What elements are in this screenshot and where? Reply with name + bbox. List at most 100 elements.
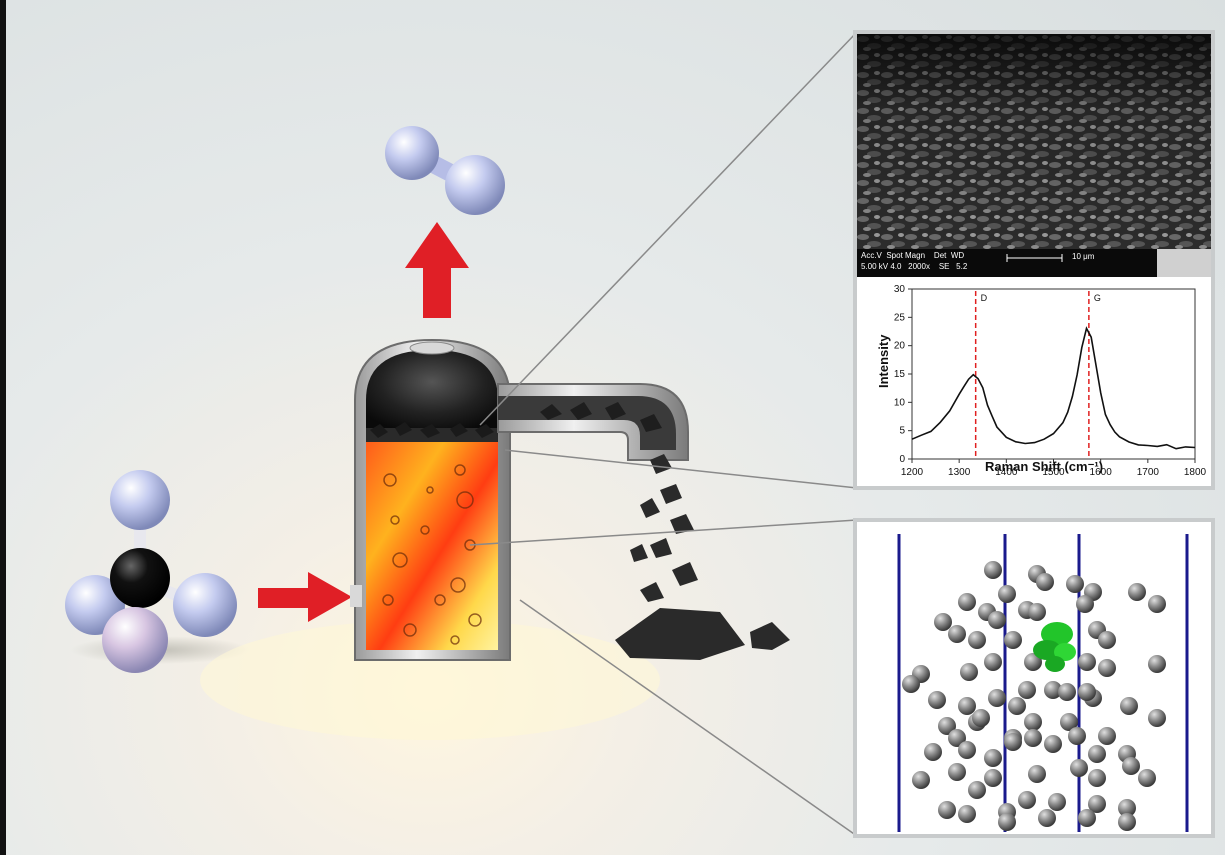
md-atom bbox=[1148, 595, 1166, 613]
raman-chart: 1200 1300 1400 1500 1600 1700 1800 0 5 10 15 20 25 30… bbox=[894, 284, 1207, 478]
md-atom bbox=[1048, 793, 1066, 811]
md-atom bbox=[968, 631, 986, 649]
md-atom bbox=[1148, 709, 1166, 727]
md-metal-atoms bbox=[902, 561, 1166, 831]
md-atom bbox=[1024, 713, 1042, 731]
md-atom bbox=[1088, 769, 1106, 787]
reactor-glow bbox=[200, 620, 660, 740]
md-atom bbox=[938, 717, 956, 735]
md-atom bbox=[1118, 799, 1136, 817]
md-simulation-panel bbox=[853, 518, 1215, 838]
raman-x-axis-label: Raman Shift (cm⁻¹) bbox=[985, 459, 1104, 474]
md-atom bbox=[958, 805, 976, 823]
md-atom bbox=[1148, 655, 1166, 673]
md-atom bbox=[928, 691, 946, 709]
md-carbon-cluster bbox=[1033, 622, 1076, 672]
sem-micrograph bbox=[857, 34, 1211, 277]
md-atom bbox=[1024, 653, 1042, 671]
md-atom bbox=[938, 801, 956, 819]
md-atom bbox=[1004, 631, 1022, 649]
y-tick-label: 30 bbox=[894, 284, 906, 295]
x-tick-label: 1300 bbox=[948, 467, 971, 478]
md-atom bbox=[960, 663, 978, 681]
md-atom bbox=[1078, 683, 1096, 701]
md-atom bbox=[998, 813, 1016, 831]
md-atom bbox=[984, 749, 1002, 767]
md-atom bbox=[1008, 697, 1026, 715]
md-atom bbox=[1088, 795, 1106, 813]
x-tick-label: 1200 bbox=[901, 467, 924, 478]
md-atom bbox=[1038, 809, 1056, 827]
md-atom bbox=[1004, 733, 1022, 751]
sem-info-line1: Acc.V Spot Magn Det WD bbox=[861, 251, 965, 260]
md-atom bbox=[1128, 583, 1146, 601]
md-atom bbox=[1088, 745, 1106, 763]
sem-info-line2: 5.00 kV 4.0 2000x SE 5.2 bbox=[861, 262, 968, 271]
carbon-product-pile bbox=[615, 454, 790, 660]
x-tick-label: 1600 bbox=[1090, 467, 1113, 478]
md-atom bbox=[1044, 681, 1062, 699]
x-tick-label: 1400 bbox=[995, 467, 1018, 478]
md-atom bbox=[958, 697, 976, 715]
sem-scale-label: 10 μm bbox=[1072, 252, 1095, 261]
md-atom bbox=[1078, 809, 1096, 827]
md-atom bbox=[1098, 631, 1116, 649]
peak-g-label: G bbox=[1094, 293, 1101, 303]
md-atom bbox=[912, 771, 930, 789]
md-atom bbox=[1070, 759, 1088, 777]
md-atom bbox=[1044, 735, 1062, 753]
md-atom bbox=[988, 611, 1006, 629]
md-atom bbox=[948, 763, 966, 781]
y-tick-label: 5 bbox=[899, 426, 905, 437]
md-atom bbox=[958, 741, 976, 759]
md-atom bbox=[984, 561, 1002, 579]
md-atom bbox=[1076, 595, 1094, 613]
peak-d-label: D bbox=[981, 293, 988, 303]
raman-spectrum-line bbox=[911, 326, 1196, 450]
md-boundaries bbox=[897, 534, 1189, 832]
md-atom bbox=[984, 653, 1002, 671]
md-atom bbox=[1066, 575, 1084, 593]
md-atom bbox=[1018, 791, 1036, 809]
left-border bbox=[0, 0, 6, 855]
raman-y-axis-label: Intensity bbox=[876, 334, 891, 388]
y-tick-label: 15 bbox=[894, 369, 906, 380]
zoom-lines bbox=[469, 31, 858, 837]
md-atom bbox=[934, 613, 952, 631]
md-atom bbox=[988, 689, 1006, 707]
md-atom bbox=[998, 585, 1016, 603]
md-atom bbox=[1036, 573, 1054, 591]
md-atom bbox=[1068, 727, 1086, 745]
x-tick-label: 1800 bbox=[1184, 467, 1207, 478]
hydrogen-output-arrow bbox=[405, 222, 469, 318]
x-tick-label: 1500 bbox=[1042, 467, 1065, 478]
carbon-outlet-pipe bbox=[497, 383, 689, 461]
md-atom bbox=[948, 625, 966, 643]
md-atom bbox=[1018, 681, 1036, 699]
md-atom bbox=[902, 675, 920, 693]
y-tick-label: 10 bbox=[894, 397, 906, 408]
md-atom bbox=[1138, 769, 1156, 787]
md-atom bbox=[968, 781, 986, 799]
md-atom bbox=[1060, 713, 1078, 731]
md-atom bbox=[1028, 765, 1046, 783]
md-simulation bbox=[897, 534, 1189, 832]
md-atom bbox=[958, 593, 976, 611]
md-atom bbox=[1122, 757, 1140, 775]
y-tick-label: 0 bbox=[899, 454, 905, 465]
methane-molecule bbox=[65, 470, 250, 673]
md-atom bbox=[1118, 813, 1136, 831]
md-atom bbox=[1078, 653, 1096, 671]
md-atom bbox=[1098, 659, 1116, 677]
md-atom bbox=[1028, 603, 1046, 621]
md-atom bbox=[972, 709, 990, 727]
md-atom bbox=[1058, 683, 1076, 701]
hydrogen-molecule bbox=[385, 126, 505, 215]
y-tick-label: 25 bbox=[894, 312, 906, 323]
md-atom bbox=[948, 729, 966, 747]
md-atom bbox=[1098, 727, 1116, 745]
md-atom bbox=[984, 769, 1002, 787]
md-atom bbox=[1024, 729, 1042, 747]
